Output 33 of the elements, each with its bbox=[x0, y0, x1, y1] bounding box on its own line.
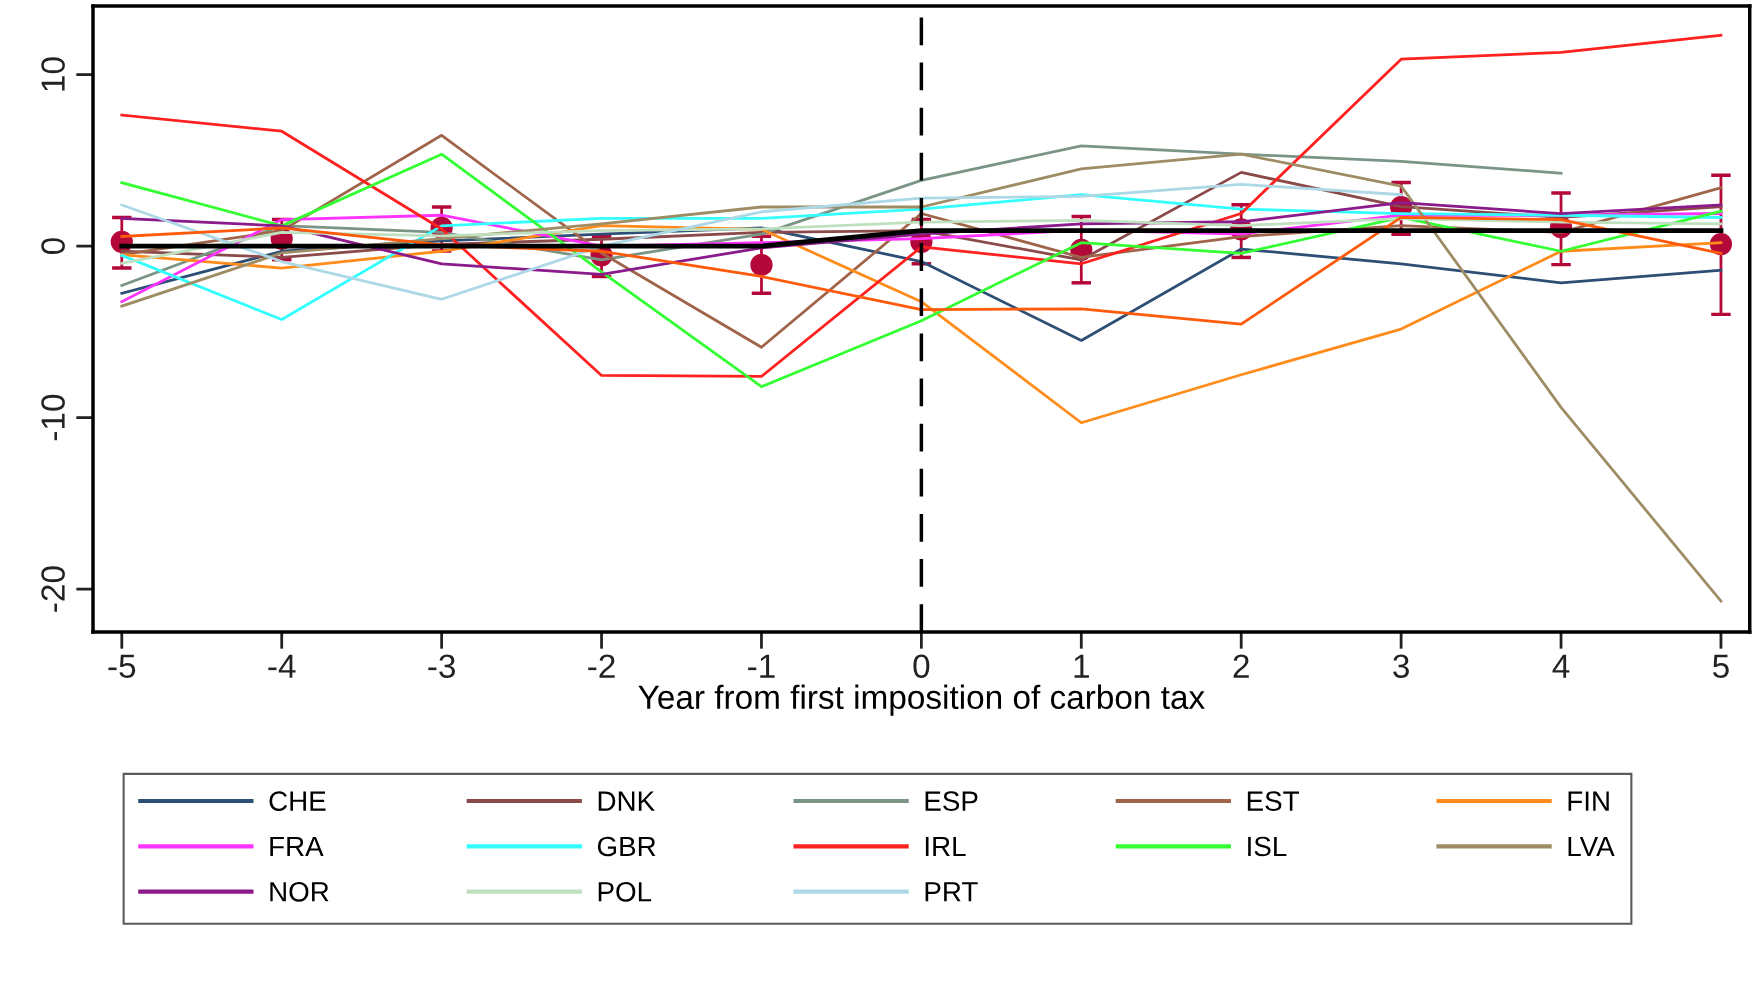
y-tick-label: -20 bbox=[41, 566, 65, 612]
line-series bbox=[120, 152, 1723, 603]
x-tick-label: -3 bbox=[428, 654, 455, 679]
legend-label: IRL bbox=[925, 836, 966, 857]
x-tick-label: -2 bbox=[588, 654, 615, 678]
x-tick-label: 0 bbox=[913, 654, 930, 679]
legend-label: LVA bbox=[1568, 836, 1615, 857]
x-tick-label: -1 bbox=[748, 654, 775, 678]
legend-label: FRA bbox=[270, 836, 324, 857]
legend-label: PRT bbox=[925, 882, 978, 902]
y-tick-label: -10 bbox=[41, 394, 65, 441]
line-series bbox=[120, 152, 1723, 389]
legend-label: ESP bbox=[925, 791, 978, 811]
y-tick-label: 10 bbox=[41, 57, 65, 91]
line-series bbox=[120, 33, 1723, 378]
y-tick-label: 0 bbox=[41, 238, 65, 255]
x-tick-label: 4 bbox=[1552, 654, 1570, 678]
x-tick-label: -5 bbox=[108, 654, 136, 679]
legend-label: CHE bbox=[269, 791, 326, 811]
legend-label: DNK bbox=[598, 791, 655, 811]
legend-label: EST bbox=[1247, 791, 1299, 811]
x-tick-label: 5 bbox=[1713, 654, 1729, 679]
legend-label: FIN bbox=[1568, 791, 1609, 811]
x-tick-label: 2 bbox=[1233, 654, 1249, 678]
legend-label: GBR bbox=[597, 836, 656, 857]
x-axis-title: Year from first imposition of carbon tax bbox=[638, 684, 1205, 716]
point bbox=[750, 253, 773, 277]
x-tick-label: 1 bbox=[1074, 654, 1089, 678]
legend-label: ISL bbox=[1248, 836, 1287, 857]
x-tick-label: -4 bbox=[268, 654, 296, 678]
legend-label: NOR bbox=[270, 881, 329, 902]
legend-label: POL bbox=[598, 881, 652, 902]
x-tick-label: 3 bbox=[1393, 654, 1409, 679]
